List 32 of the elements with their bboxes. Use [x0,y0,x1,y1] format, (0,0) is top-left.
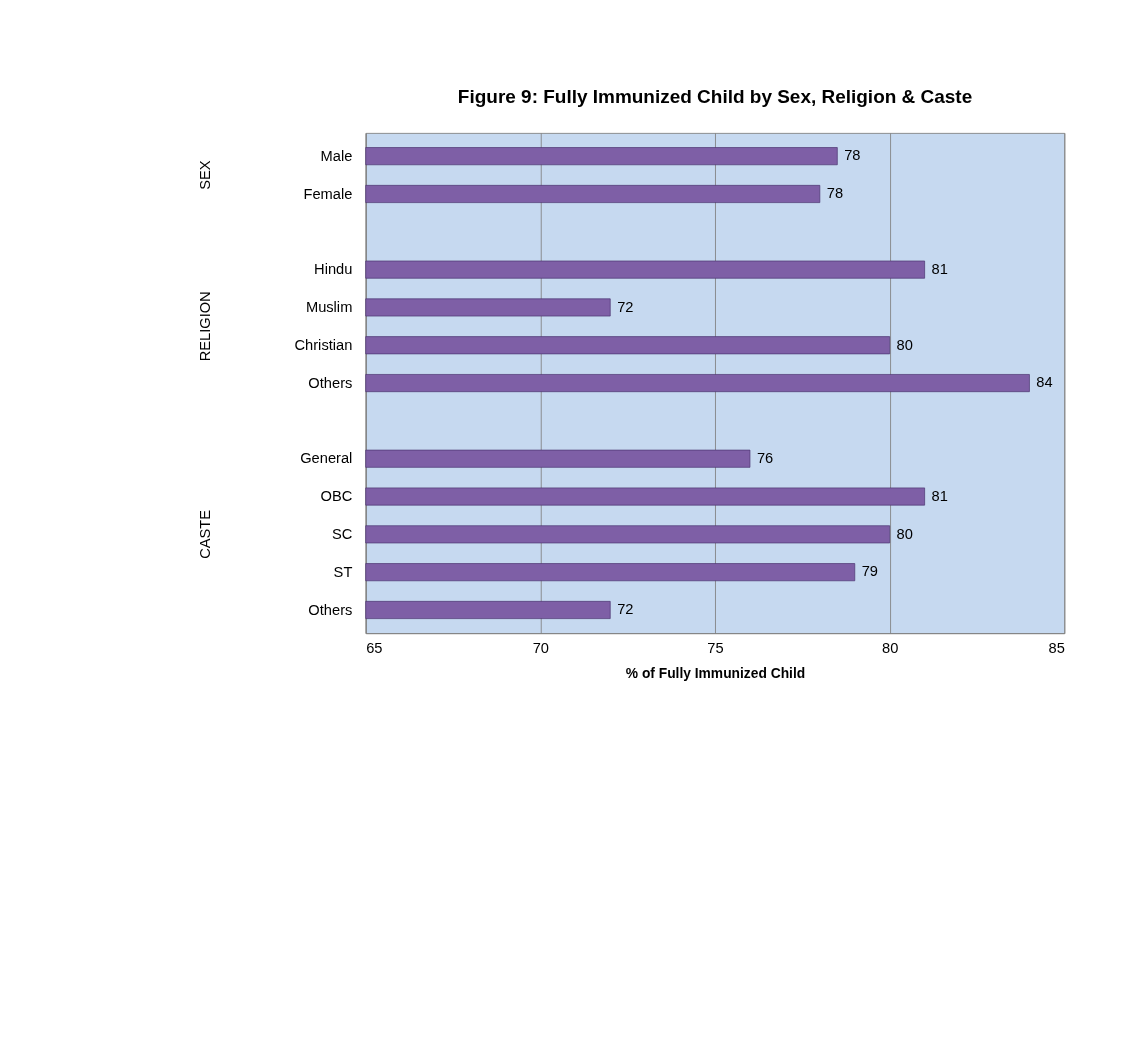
x-tick-label: 75 [707,640,724,657]
data-label: 79 [861,563,878,580]
y-tick-label: Muslim [305,299,353,316]
data-label: 80 [896,525,913,542]
x-tick-label: 70 [532,640,549,657]
data-label: 81 [931,487,948,504]
y-tick-label: ST [333,563,353,580]
y-tick-label: Female [303,185,353,202]
y-tick-label: OBC [320,488,353,505]
y-tick-label: Others [308,374,353,391]
x-tick-label: 65 [366,640,383,657]
data-label: 76 [756,450,774,467]
data-label: 78 [826,185,844,202]
data-label: 84 [1036,374,1053,391]
y-tick-label: Male [320,147,353,164]
data-label: 78 [844,147,861,164]
x-axis-title: % of Fully Immunized Child [625,665,806,681]
text: RELIGION [197,291,214,362]
data-label: 72 [617,298,634,315]
x-tick-label: 80 [881,640,899,657]
x-tick-label: 85 [1048,640,1065,657]
y-tick-label: Others [308,601,353,618]
y-tick-label: Christian [294,336,353,353]
y-tick-label: SC [331,526,353,543]
data-label: 72 [617,601,634,618]
y-tick-label: Hindu [314,261,353,278]
text: CASTE [197,509,214,559]
data-label: 80 [896,336,913,353]
chart-title: Figure 9: Fully Immunized Child by Sex, Religion & Caste [457,85,973,107]
y-tick-label: General [300,450,353,467]
data-label: 81 [931,260,948,277]
text: SEX [197,160,214,190]
